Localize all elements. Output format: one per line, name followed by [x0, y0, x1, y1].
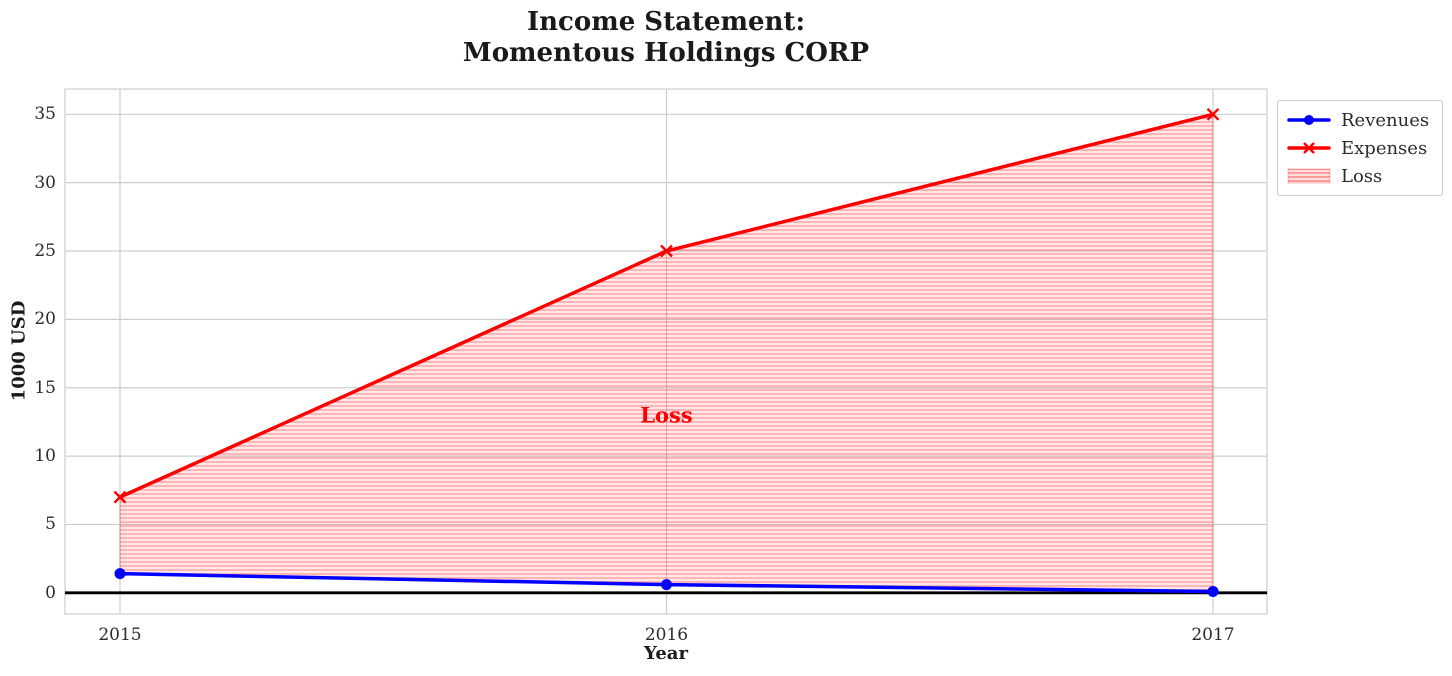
revenues-marker	[661, 579, 672, 591]
expenses-marker	[113, 490, 127, 504]
legend-label-revenues: Revenues	[1341, 109, 1430, 131]
legend-item-loss: Loss	[1287, 163, 1433, 189]
legend: Revenues Expenses Loss	[1277, 100, 1443, 196]
chart-title: Income Statement: Momentous Holdings COR…	[462, 7, 870, 68]
expenses-marker	[1206, 107, 1220, 121]
loss-hatch-swatch-icon	[1287, 167, 1331, 185]
expenses-line-swatch-icon	[1287, 139, 1331, 157]
legend-label-expenses: Expenses	[1341, 137, 1428, 159]
revenues-marker	[1207, 585, 1219, 597]
revenues-marker	[114, 568, 126, 580]
legend-label-loss: Loss	[1341, 165, 1383, 187]
x-axis-label: Year	[644, 643, 688, 664]
axes-border	[64, 88, 1268, 615]
revenues-line-swatch-icon	[1287, 111, 1331, 129]
legend-item-expenses: Expenses	[1287, 135, 1433, 161]
loss-annotation: Loss	[640, 402, 693, 428]
expenses-marker	[660, 244, 673, 258]
legend-item-revenues: Revenues	[1287, 107, 1433, 133]
